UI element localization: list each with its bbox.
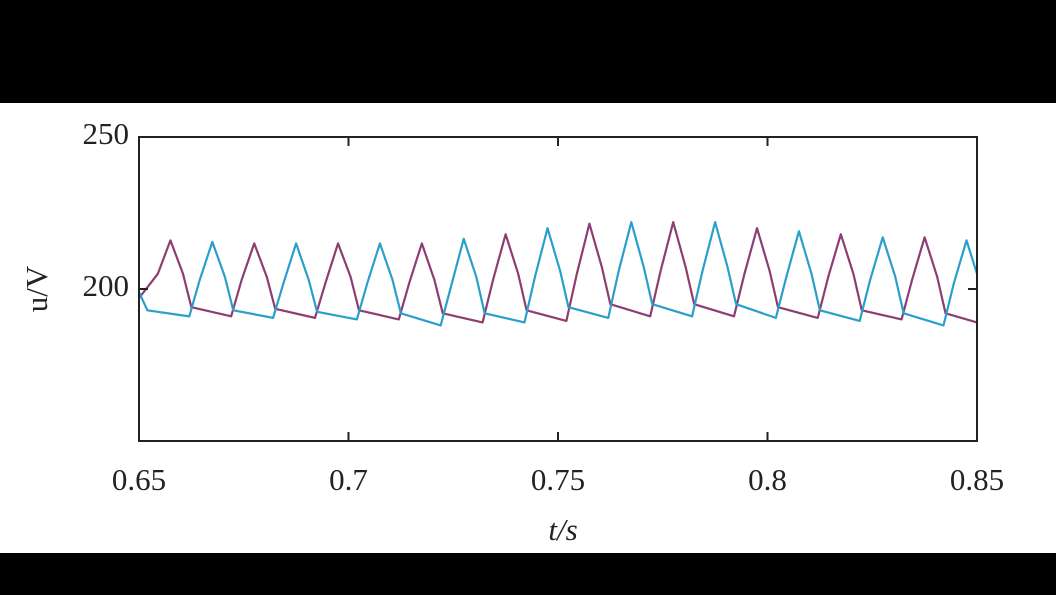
x-tick-label: 0.8 [748,462,787,497]
x-tick-label: 0.65 [112,462,166,497]
y-axis-label: u/V [19,265,54,312]
x-tick-label: 0.85 [950,462,1004,497]
x-axis-label: t/s [548,512,577,547]
background [0,103,1056,553]
series-line [138,221,978,324]
x-tick-label: 0.7 [329,462,368,497]
series-line [138,221,979,327]
x-tick-label: 0.75 [531,462,585,497]
y-tick-label: 250 [83,116,130,151]
y-tick-label: 200 [83,268,130,303]
plot-frame [138,136,978,442]
